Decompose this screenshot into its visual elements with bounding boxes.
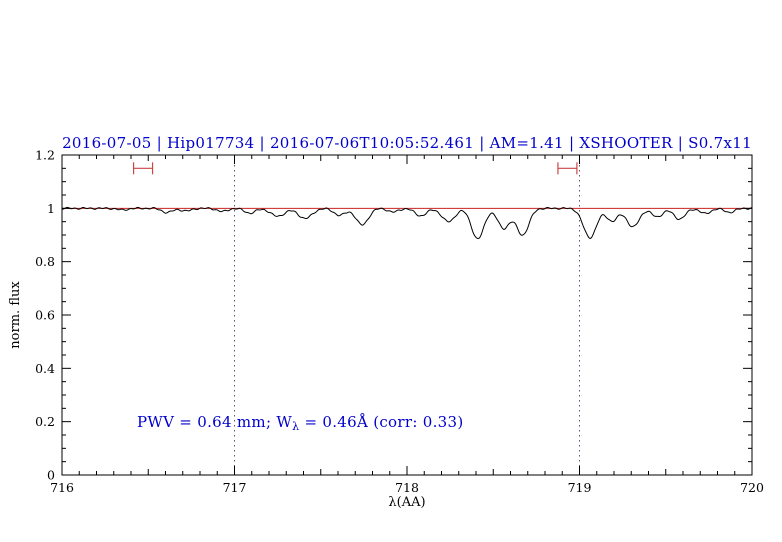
pwv-annotation-suffix: = 0.46Å (corr: 0.33) bbox=[299, 413, 463, 431]
pwv-annotation-sub: λ bbox=[292, 420, 299, 433]
y-tick-label: 0.6 bbox=[35, 308, 55, 323]
x-tick-label: 716 bbox=[50, 480, 74, 495]
spectrum-curve bbox=[61, 206, 753, 240]
x-axis-label: λ(AA) bbox=[388, 495, 425, 510]
chart-layer: 716 717 718 719 720 0 0.2 0.4 0.6 0.8 1 1.2 bbox=[35, 148, 764, 496]
y-tick-label: 0 bbox=[47, 468, 55, 483]
pwv-annotation-prefix: PWV = 0.64 mm; W bbox=[137, 413, 292, 431]
pwv-annotation: PWV = 0.64 mm; Wλ = 0.46Å (corr: 0.33) bbox=[137, 413, 464, 433]
x-tick-label: 717 bbox=[223, 480, 247, 495]
y-tick-label: 1 bbox=[47, 201, 55, 216]
plot-frame bbox=[61, 154, 753, 476]
x-tick-label: 719 bbox=[568, 480, 592, 495]
x-tick-label: 720 bbox=[740, 480, 764, 495]
y-tick-label: 0.4 bbox=[35, 361, 55, 376]
x-tick-label: 718 bbox=[395, 480, 419, 495]
y-axis-label: norm. flux bbox=[8, 281, 23, 349]
y-tick-label: 0.2 bbox=[35, 414, 55, 429]
plot-title: 2016-07-05 | Hip017734 | 2016-07-06T10:0… bbox=[62, 134, 752, 152]
y-tick-label: 1.2 bbox=[35, 148, 55, 163]
y-tick-label: 0.8 bbox=[35, 254, 55, 269]
